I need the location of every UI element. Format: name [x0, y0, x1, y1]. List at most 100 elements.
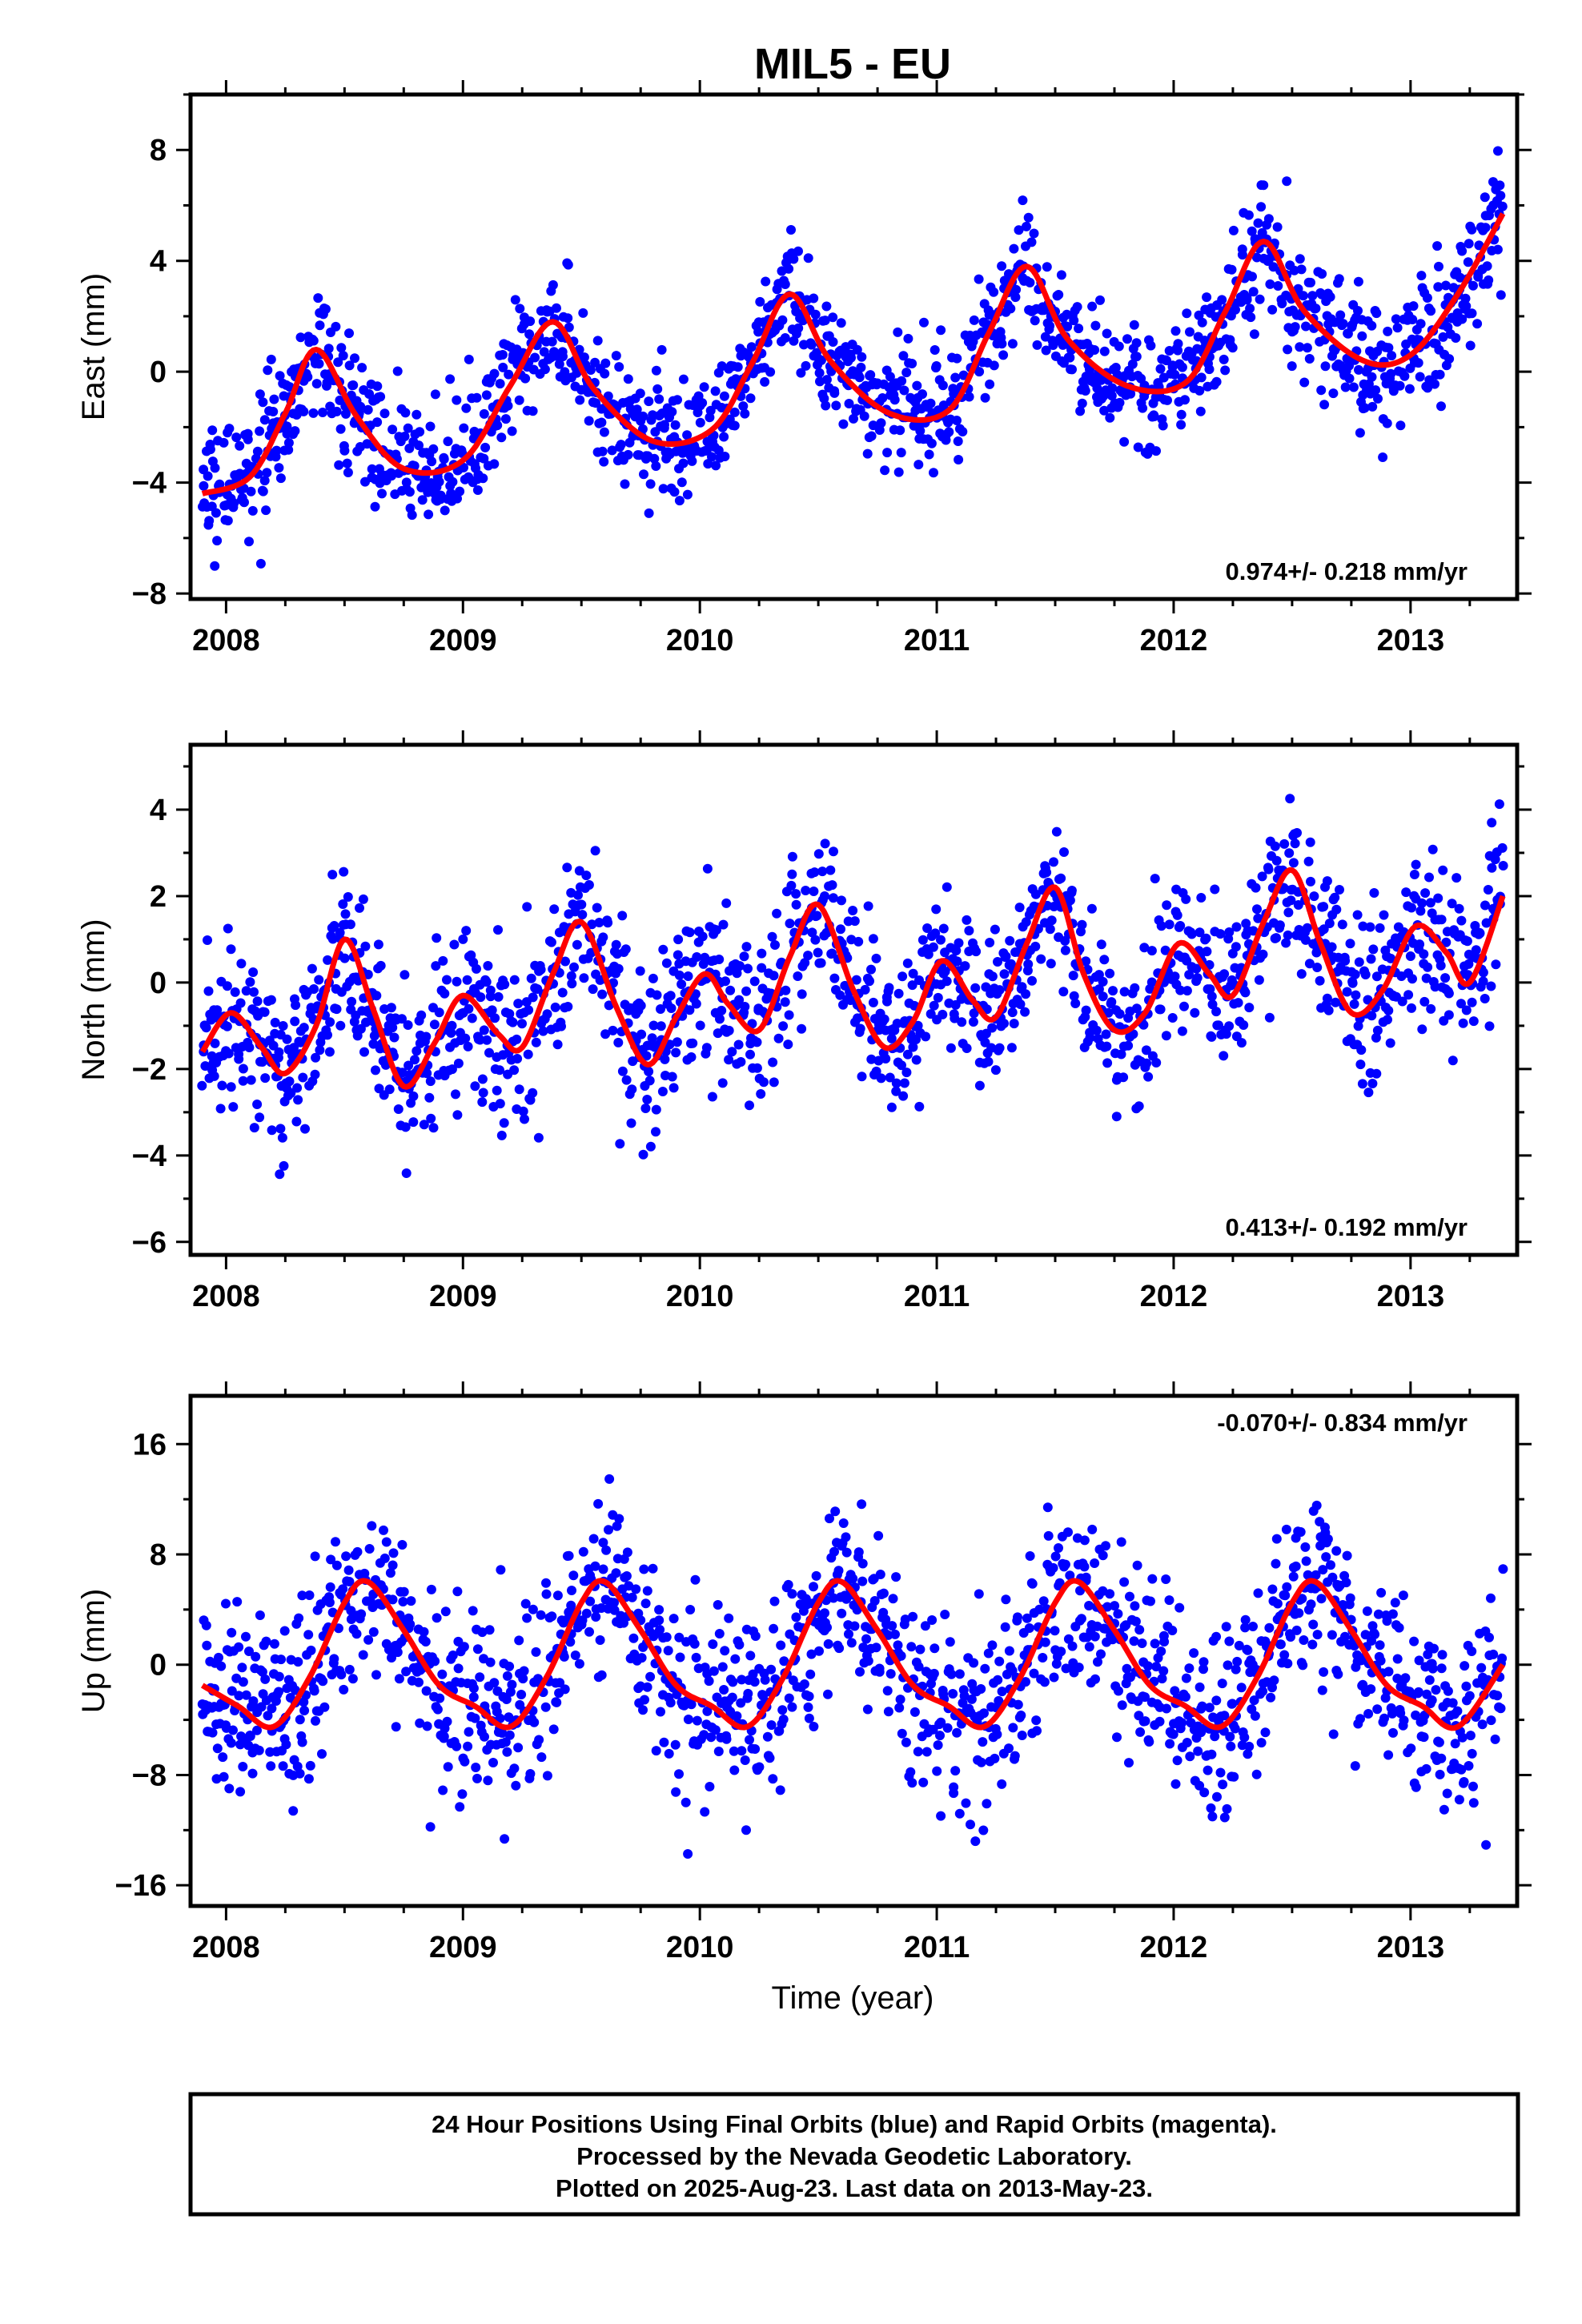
- data-point: [508, 1017, 518, 1027]
- data-point: [958, 370, 969, 380]
- data-point: [492, 420, 503, 431]
- y-tick-label: −4: [132, 1140, 167, 1173]
- data-point: [913, 1747, 923, 1757]
- data-point: [823, 1638, 833, 1649]
- data-point: [457, 1789, 468, 1799]
- data-point: [520, 1114, 529, 1124]
- data-point: [577, 910, 588, 920]
- data-point: [291, 1116, 302, 1127]
- data-point: [1062, 321, 1073, 332]
- data-point: [1098, 1550, 1108, 1561]
- data-point: [573, 890, 583, 900]
- data-point: [1096, 1649, 1106, 1659]
- data-point: [262, 468, 272, 478]
- data-point: [936, 325, 946, 336]
- data-point: [1114, 1686, 1123, 1696]
- data-point: [671, 1047, 681, 1058]
- data-point: [507, 1679, 517, 1690]
- data-point: [389, 1032, 400, 1043]
- data-point: [1130, 1601, 1140, 1611]
- data-point: [855, 1023, 865, 1034]
- data-point: [199, 480, 209, 491]
- data-point: [857, 1558, 868, 1569]
- data-point: [1354, 364, 1363, 375]
- data-point: [1299, 377, 1310, 388]
- data-point: [1125, 1591, 1134, 1602]
- data-point: [1220, 365, 1231, 376]
- data-point: [997, 1779, 1007, 1789]
- data-point: [829, 846, 838, 857]
- data-point: [636, 1000, 646, 1011]
- data-point: [232, 1597, 243, 1607]
- data-point: [464, 354, 474, 364]
- data-point: [229, 498, 239, 509]
- data-point: [820, 316, 830, 326]
- data-point: [584, 1626, 594, 1637]
- data-point: [495, 1099, 505, 1109]
- data-point: [1464, 1761, 1474, 1771]
- data-point: [913, 460, 924, 470]
- data-point: [414, 1677, 424, 1687]
- data-point: [640, 1104, 651, 1113]
- x-tick-label: 2008: [192, 624, 260, 657]
- data-point: [263, 365, 273, 376]
- data-point: [1161, 1574, 1171, 1584]
- data-point: [1004, 1646, 1014, 1656]
- data-point: [588, 984, 598, 995]
- data-point: [446, 1027, 456, 1038]
- data-point: [482, 1035, 492, 1045]
- data-point: [783, 1579, 793, 1590]
- data-point: [623, 449, 633, 460]
- data-point: [803, 253, 813, 263]
- data-point: [828, 312, 838, 323]
- data-point: [1014, 225, 1024, 235]
- data-point: [368, 1039, 379, 1049]
- data-point: [974, 1080, 985, 1091]
- data-point: [675, 1652, 685, 1663]
- data-point: [1440, 280, 1451, 291]
- data-point: [305, 1760, 315, 1771]
- data-point: [915, 1644, 926, 1655]
- data-point: [1108, 986, 1118, 996]
- data-point: [581, 870, 592, 881]
- data-point: [1331, 904, 1342, 915]
- data-point: [1018, 195, 1028, 206]
- data-point: [1050, 1551, 1061, 1562]
- data-point: [1483, 885, 1493, 895]
- data-point: [1480, 223, 1491, 233]
- data-point: [1375, 1640, 1385, 1651]
- data-point: [1345, 1593, 1355, 1603]
- data-point: [859, 411, 869, 421]
- data-point: [442, 975, 452, 985]
- data-point: [552, 303, 561, 313]
- data-point: [313, 293, 323, 304]
- data-point: [620, 479, 630, 489]
- data-point: [836, 318, 846, 328]
- data-point: [1344, 373, 1355, 384]
- data-point: [734, 1639, 745, 1650]
- data-point: [738, 401, 749, 412]
- data-point: [801, 360, 811, 371]
- data-point: [1207, 1749, 1217, 1759]
- data-point: [1482, 261, 1492, 271]
- data-point: [1144, 1737, 1154, 1747]
- x-tick-label: 2012: [1140, 1280, 1208, 1313]
- data-point: [428, 444, 439, 454]
- data-point: [1442, 1788, 1452, 1799]
- data-point: [1372, 1025, 1383, 1035]
- data-point: [787, 1589, 797, 1599]
- data-point: [924, 449, 934, 460]
- data-point: [1151, 1058, 1162, 1068]
- data-point: [1222, 1803, 1232, 1814]
- data-point: [1338, 319, 1348, 329]
- data-point: [1096, 939, 1106, 950]
- data-point: [931, 904, 942, 915]
- data-point: [793, 323, 804, 333]
- data-point: [745, 1651, 756, 1661]
- data-point: [1164, 1595, 1174, 1606]
- data-point: [1123, 1040, 1134, 1051]
- data-point: [275, 1169, 285, 1180]
- data-point: [397, 1014, 407, 1024]
- data-point: [1054, 290, 1064, 300]
- data-point: [1455, 272, 1465, 283]
